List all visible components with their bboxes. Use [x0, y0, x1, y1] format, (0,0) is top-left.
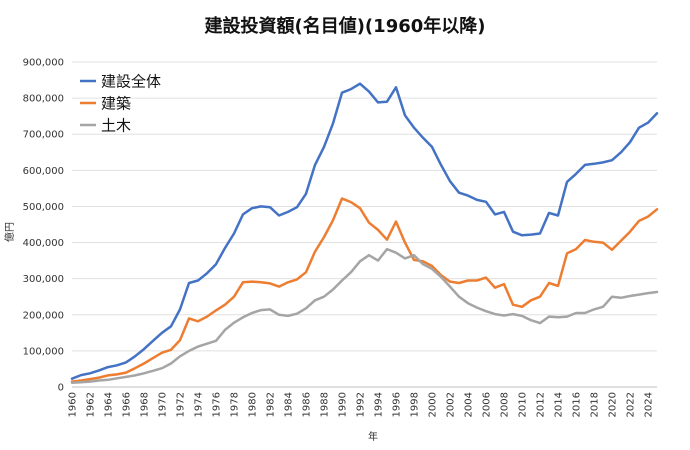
- x-tick-label: 1960: [68, 392, 79, 417]
- x-tick-label: 1978: [230, 392, 241, 417]
- y-tick-label: 400,000: [23, 238, 64, 249]
- x-tick-label: 2002: [446, 392, 457, 417]
- x-tick-label: 1992: [356, 392, 367, 417]
- x-tick-label: 2012: [536, 392, 547, 417]
- series-line-1: [70, 197, 659, 383]
- x-tick-label: 1964: [104, 392, 115, 417]
- y-tick-label: 900,000: [23, 58, 64, 69]
- x-tick-label: 1986: [302, 392, 313, 417]
- x-tick-label: 1966: [122, 392, 133, 417]
- x-tick-label: 1980: [248, 392, 259, 417]
- x-tick-label: 2014: [554, 392, 565, 417]
- y-tick-label: 200,000: [23, 310, 64, 321]
- x-axis: 1960 1962 1964 1966 1968 1970 1972 1974 1976 1978…: [68, 392, 655, 417]
- x-tick-label: 1974: [194, 392, 205, 417]
- y-tick-label: 0: [58, 383, 64, 394]
- x-tick-label: 2024: [644, 392, 655, 417]
- x-tick-label: 2020: [608, 392, 619, 417]
- legend-label: 建設全体: [101, 73, 161, 91]
- x-tick-label: 2000: [428, 392, 439, 417]
- x-tick-label: 2008: [500, 392, 511, 417]
- x-tick-label: 1970: [158, 392, 169, 417]
- x-axis-label: 年: [368, 430, 378, 443]
- x-tick-label: 1998: [410, 392, 421, 417]
- grid-lines: [72, 61, 657, 388]
- legend-label: 土木: [101, 117, 131, 135]
- series-line-0: [70, 82, 659, 380]
- x-tick-label: 2006: [482, 392, 493, 417]
- x-tick-label: 2016: [572, 392, 583, 417]
- y-tick-label: 300,000: [23, 274, 64, 285]
- y-tick-label: 100,000: [23, 346, 64, 357]
- x-tick-label: 1972: [176, 392, 187, 417]
- y-tick-label: 800,000: [23, 94, 64, 105]
- x-tick-label: 2010: [518, 392, 529, 417]
- x-tick-label: 2004: [464, 392, 475, 417]
- x-tick-label: 1994: [374, 392, 385, 417]
- x-tick-label: 1988: [320, 392, 331, 417]
- x-tick-label: 1984: [284, 392, 295, 417]
- legend-label: 建築: [101, 95, 131, 113]
- y-tick-label: 600,000: [23, 166, 64, 177]
- y-axis: 0 100,000 200,000 300,000 400,000 500,000 600,…: [23, 58, 64, 394]
- x-tick-label: 1996: [392, 392, 403, 417]
- chart-title: 建設投資額(名目値)(1960年以降): [204, 15, 485, 37]
- x-tick-label: 1982: [266, 392, 277, 417]
- x-tick-label: 1990: [338, 392, 349, 417]
- x-tick-label: 1976: [212, 392, 223, 417]
- series-line-2: [70, 247, 659, 384]
- y-tick-label: 500,000: [23, 202, 64, 213]
- x-tick-label: 1962: [86, 392, 97, 417]
- x-tick-label: 1968: [140, 392, 151, 417]
- x-tick-label: 2018: [590, 392, 601, 417]
- x-tick-label: 2022: [626, 392, 637, 417]
- series-lines: [70, 82, 659, 384]
- y-tick-label: 700,000: [23, 130, 64, 141]
- y-axis-label: 億円: [3, 222, 16, 242]
